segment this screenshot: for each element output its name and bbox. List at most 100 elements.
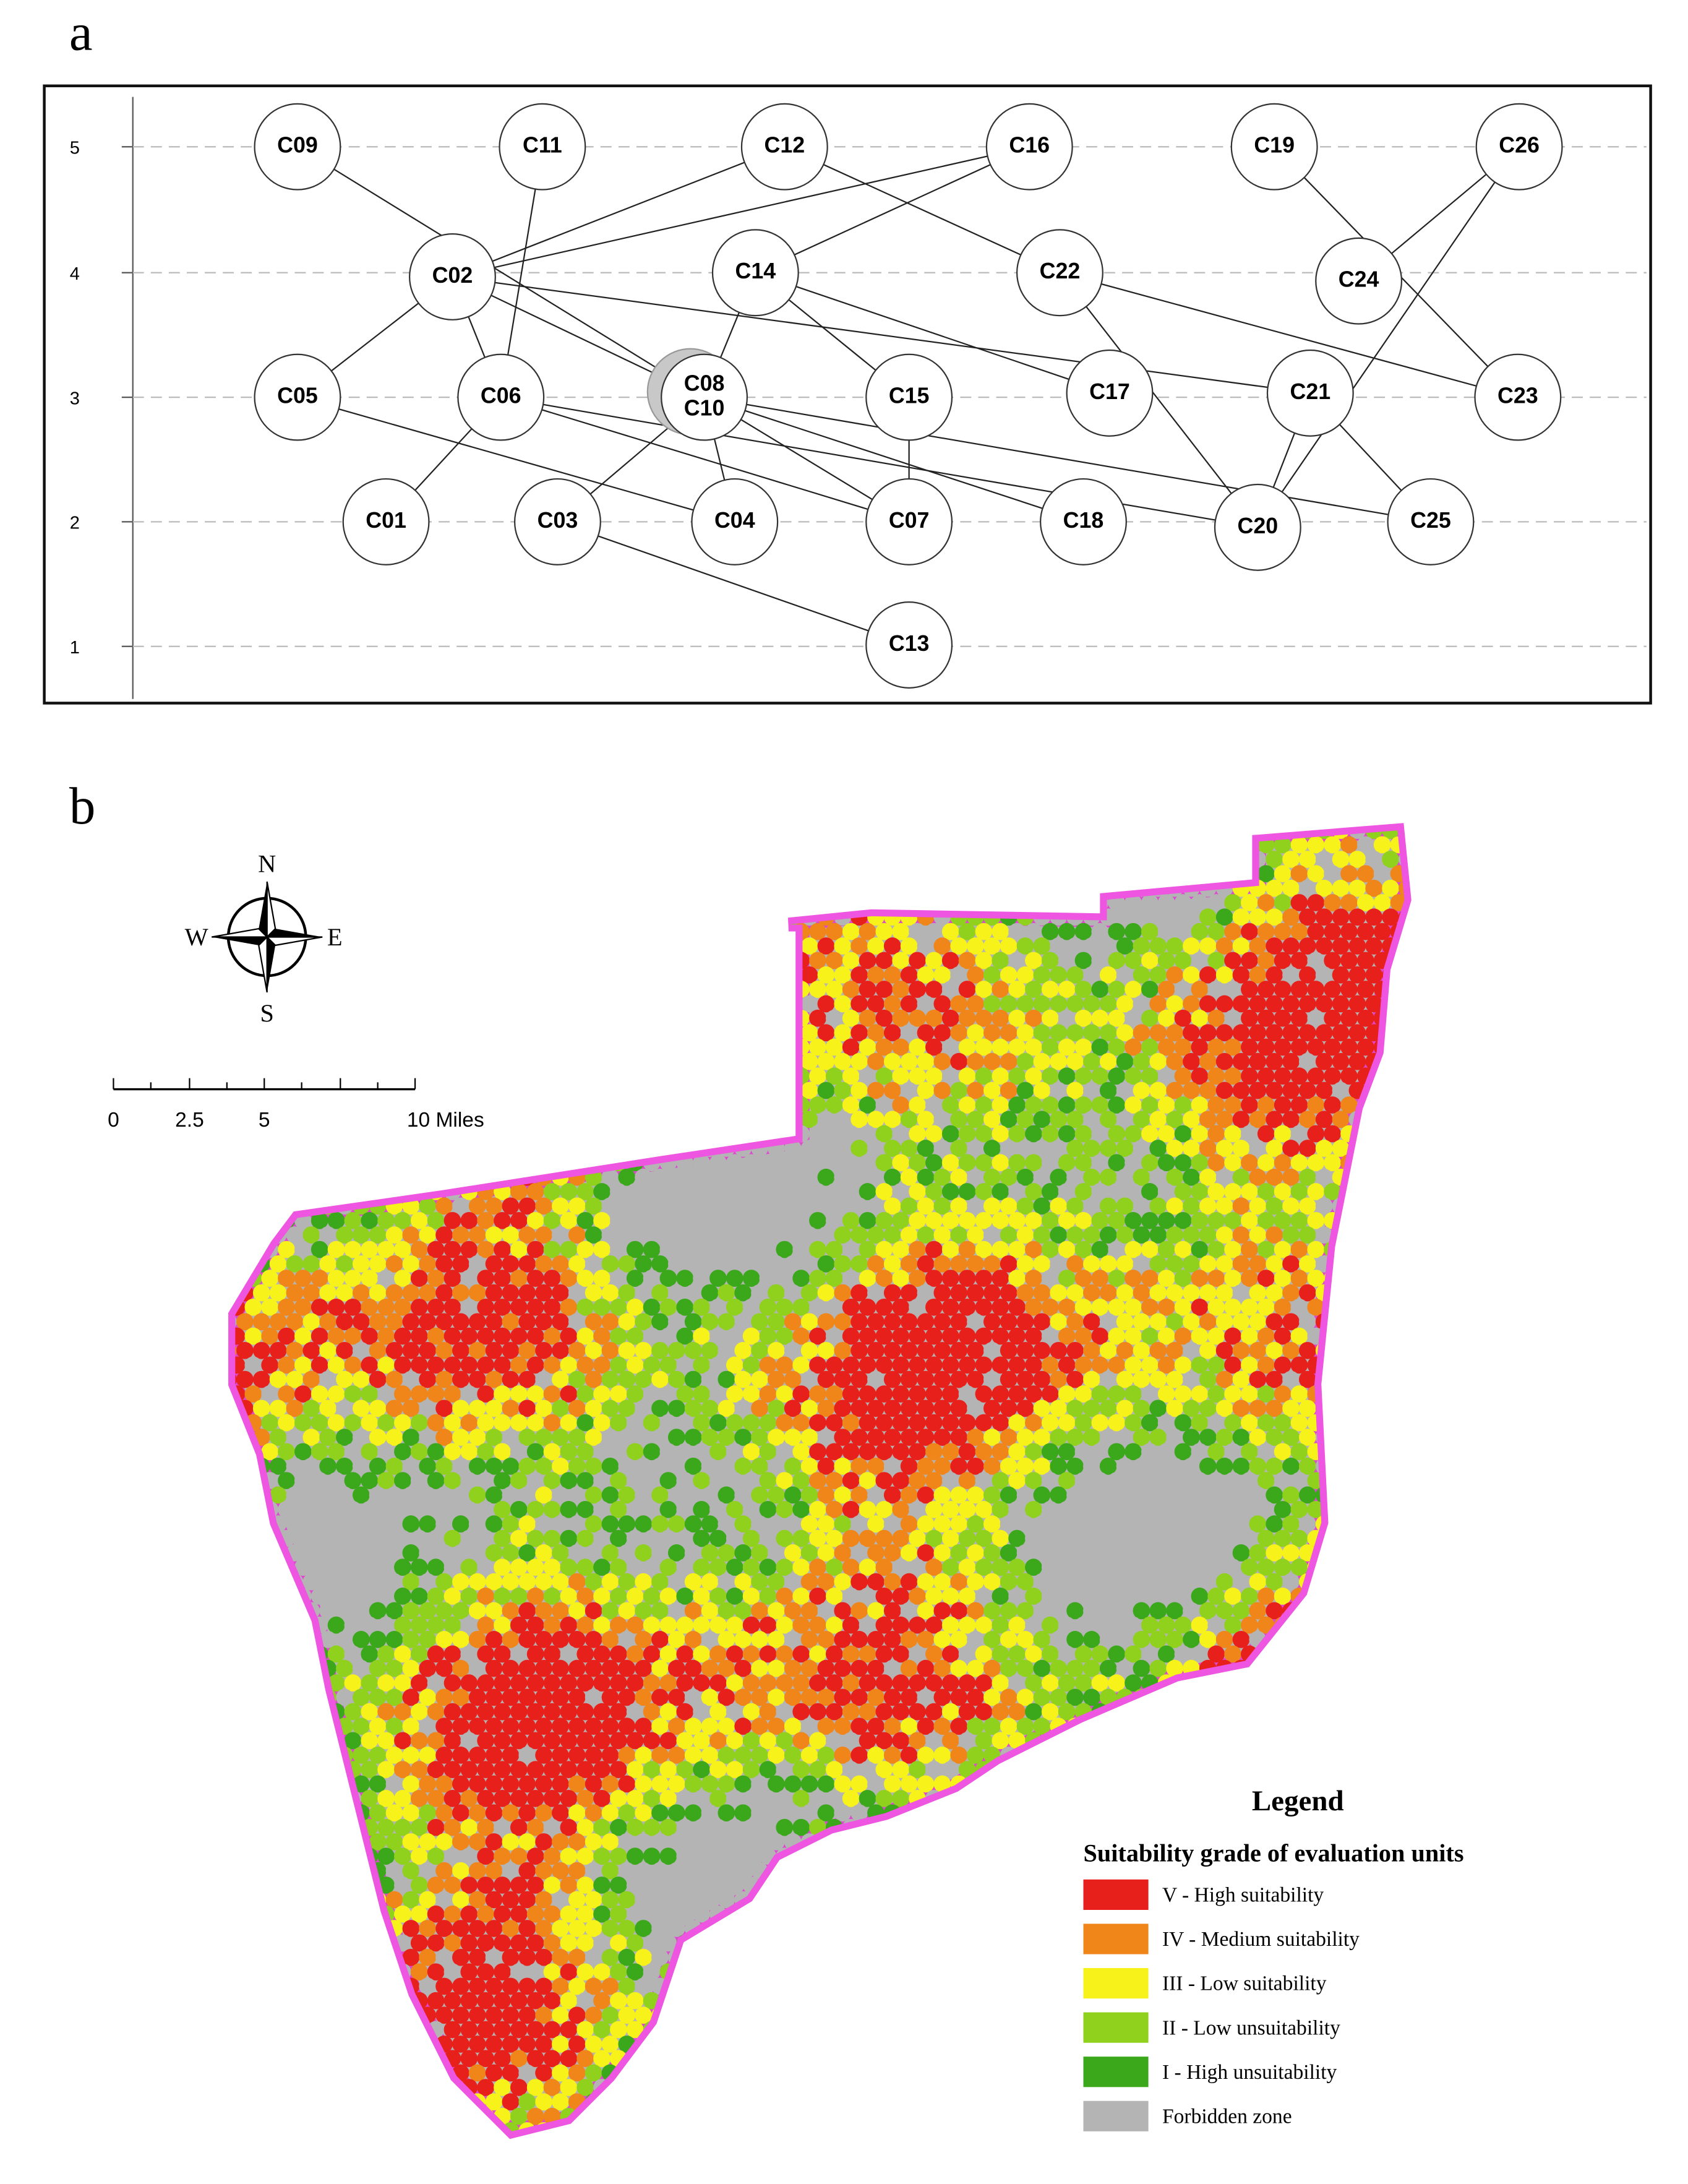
grid-cell: [1390, 1674, 1405, 1692]
grid-cell: [294, 1240, 312, 1258]
grid-cell: [1224, 1096, 1241, 1114]
grid-cell: [1215, 1747, 1233, 1764]
grid-cell: [1315, 879, 1333, 897]
grid-cell: [626, 1298, 644, 1316]
grid-cell: [709, 1385, 727, 1403]
grid-cell: [494, 1270, 511, 1287]
grid-cell: [1141, 1298, 1159, 1316]
grid-cell: [1373, 1183, 1391, 1200]
grid-cell: [269, 1804, 287, 1822]
grid-cell: [576, 1703, 594, 1721]
grid-cell: [1174, 1067, 1192, 1085]
grid-cell: [709, 1529, 727, 1547]
grid-cell: [601, 1024, 619, 1042]
grid-cell: [917, 1052, 935, 1070]
grid-cell: [344, 1327, 362, 1345]
grid-cell: [992, 1500, 1009, 1518]
grid-cell: [235, 1081, 237, 1099]
grid-cell: [576, 1558, 594, 1576]
grid-cell: [1116, 908, 1134, 926]
grid-cell: [1058, 894, 1076, 911]
grid-cell: [576, 922, 594, 940]
grid-cell: [361, 1183, 379, 1200]
grid-cell: [235, 995, 237, 1013]
grid-cell: [601, 1718, 619, 1735]
grid-cell: [1332, 1515, 1350, 1533]
grid-cell: [576, 1327, 594, 1345]
grid-cell: [1241, 1270, 1258, 1287]
grid-cell: [235, 1356, 246, 1374]
grid-cell: [394, 1732, 411, 1750]
grid-cell: [361, 1588, 379, 1605]
grid-cell: [967, 995, 984, 1013]
grid-cell: [369, 1313, 387, 1331]
grid-cell: [1058, 1270, 1076, 1287]
grid-cell: [269, 1718, 287, 1735]
grid-cell: [759, 1558, 777, 1576]
grid-cell: [610, 1270, 627, 1287]
grid-cell: [933, 1775, 951, 1793]
grid-cell: [950, 1631, 968, 1648]
grid-cell: [410, 1211, 428, 1229]
grid-cell: [842, 1703, 860, 1721]
grid-cell: [494, 1298, 511, 1316]
grid-cell: [1290, 1500, 1308, 1518]
grid-cell: [900, 1111, 918, 1129]
grid-cell: [576, 1472, 594, 1489]
grid-cell: [477, 894, 495, 911]
grid-cell: [768, 1313, 785, 1331]
grid-cell: [883, 1197, 901, 1215]
grid-cell: [1390, 1298, 1405, 1316]
grid-cell: [693, 1270, 710, 1287]
grid-cell: [235, 1472, 246, 1489]
panel-label: b: [69, 777, 96, 835]
grid-cell: [518, 1747, 536, 1764]
grid-cell: [809, 952, 826, 969]
grid-cell: [427, 1443, 445, 1461]
grid-cell: [1025, 1125, 1042, 1143]
grid-cell: [452, 966, 469, 984]
grid-cell: [560, 1125, 578, 1143]
grid-cell: [269, 1602, 287, 1620]
grid-cell: [336, 1399, 353, 1417]
panel-frame: [43, 84, 1652, 705]
grid-cell: [900, 995, 918, 1013]
grid-cell: [1199, 1370, 1217, 1388]
grid-cell: [709, 1327, 727, 1345]
grid-cell: [1141, 952, 1159, 969]
grid-cell: [419, 1429, 437, 1446]
grid-cell: [236, 1659, 254, 1677]
grid-cell: [1133, 1370, 1150, 1388]
grid-cell: [526, 1356, 544, 1374]
grid-cell: [1125, 1529, 1142, 1547]
grid-cell: [261, 1761, 279, 1779]
grid-cell: [1066, 1370, 1084, 1388]
grid-cell: [842, 1327, 860, 1345]
grid-cell: [1166, 1544, 1183, 1562]
grid-cell: [452, 830, 469, 840]
grid-cell: [909, 865, 926, 883]
grid-cell: [1199, 1775, 1217, 1793]
grid-cell: [925, 1211, 943, 1229]
grid-cell: [485, 1284, 503, 1302]
grid-cell: [1149, 1747, 1167, 1764]
grid-cell: [1290, 1327, 1308, 1345]
grid-cell: [518, 1718, 536, 1735]
grid-cell: [435, 1515, 453, 1533]
grid-cell: [1365, 1688, 1383, 1706]
grid-cell: [552, 1718, 569, 1735]
grid-cell: [494, 1588, 511, 1605]
grid-cell: [709, 1211, 727, 1229]
grid-cell: [327, 1096, 345, 1114]
grid-cell: [1274, 1732, 1292, 1750]
grid-cell: [452, 1747, 469, 1764]
grid-cell: [909, 922, 926, 940]
grid-cell: [900, 1718, 918, 1735]
grid-cell: [676, 1500, 694, 1518]
grid-cell: [394, 1327, 411, 1345]
grid-cell: [235, 865, 246, 883]
grid-cell: [1183, 1544, 1200, 1562]
grid-cell: [1373, 1790, 1391, 1807]
grid-cell: [394, 1443, 411, 1461]
grid-cell: [235, 1558, 246, 1576]
